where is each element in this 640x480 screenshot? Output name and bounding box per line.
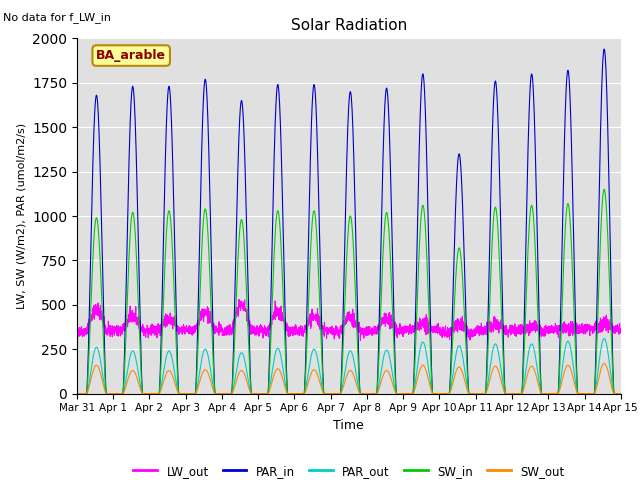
PAR_in bbox=[448, 320, 456, 326]
Line: PAR_out: PAR_out bbox=[77, 338, 640, 394]
LW_out bbox=[73, 327, 81, 333]
PAR_out bbox=[460, 360, 468, 366]
PAR_in bbox=[173, 338, 180, 344]
SW_in bbox=[460, 300, 468, 305]
SW_out bbox=[448, 383, 456, 389]
PAR_in bbox=[527, 72, 535, 78]
PAR_in bbox=[460, 240, 468, 246]
SW_in bbox=[519, 383, 527, 389]
Line: LW_out: LW_out bbox=[77, 300, 640, 340]
Line: PAR_in: PAR_in bbox=[77, 49, 640, 394]
Text: No data for f_LW_in: No data for f_LW_in bbox=[3, 12, 111, 23]
PAR_out bbox=[73, 391, 81, 396]
PAR_out bbox=[448, 377, 456, 383]
LW_out bbox=[519, 329, 527, 335]
SW_out bbox=[502, 391, 509, 396]
SW_out bbox=[73, 391, 81, 396]
LW_out bbox=[502, 326, 509, 332]
SW_in bbox=[527, 203, 535, 209]
PAR_in bbox=[73, 391, 81, 396]
SW_out bbox=[460, 374, 468, 380]
PAR_out bbox=[519, 389, 527, 395]
Text: BA_arable: BA_arable bbox=[96, 49, 166, 62]
LW_out bbox=[460, 323, 468, 329]
X-axis label: Time: Time bbox=[333, 419, 364, 432]
PAR_out bbox=[173, 384, 180, 389]
LW_out bbox=[173, 324, 180, 330]
LW_out bbox=[449, 324, 456, 330]
LW_out bbox=[356, 337, 364, 343]
SW_out bbox=[173, 387, 180, 393]
PAR_out bbox=[502, 391, 509, 396]
PAR_in bbox=[502, 391, 509, 396]
SW_in bbox=[502, 391, 509, 396]
SW_out bbox=[519, 390, 527, 396]
PAR_in bbox=[519, 377, 527, 383]
Legend: LW_out, PAR_in, PAR_out, SW_in, SW_out: LW_out, PAR_in, PAR_out, SW_in, SW_out bbox=[129, 460, 569, 480]
Title: Solar Radiation: Solar Radiation bbox=[291, 18, 407, 33]
Line: SW_out: SW_out bbox=[77, 363, 640, 394]
LW_out bbox=[235, 297, 243, 302]
SW_in bbox=[448, 348, 456, 353]
Y-axis label: LW, SW (W/m2), PAR (umol/m2/s): LW, SW (W/m2), PAR (umol/m2/s) bbox=[17, 123, 26, 309]
SW_in bbox=[173, 360, 180, 365]
PAR_out bbox=[527, 341, 535, 347]
Line: SW_in: SW_in bbox=[77, 189, 640, 394]
SW_out bbox=[527, 363, 535, 369]
SW_in bbox=[73, 391, 81, 396]
LW_out bbox=[527, 323, 535, 329]
